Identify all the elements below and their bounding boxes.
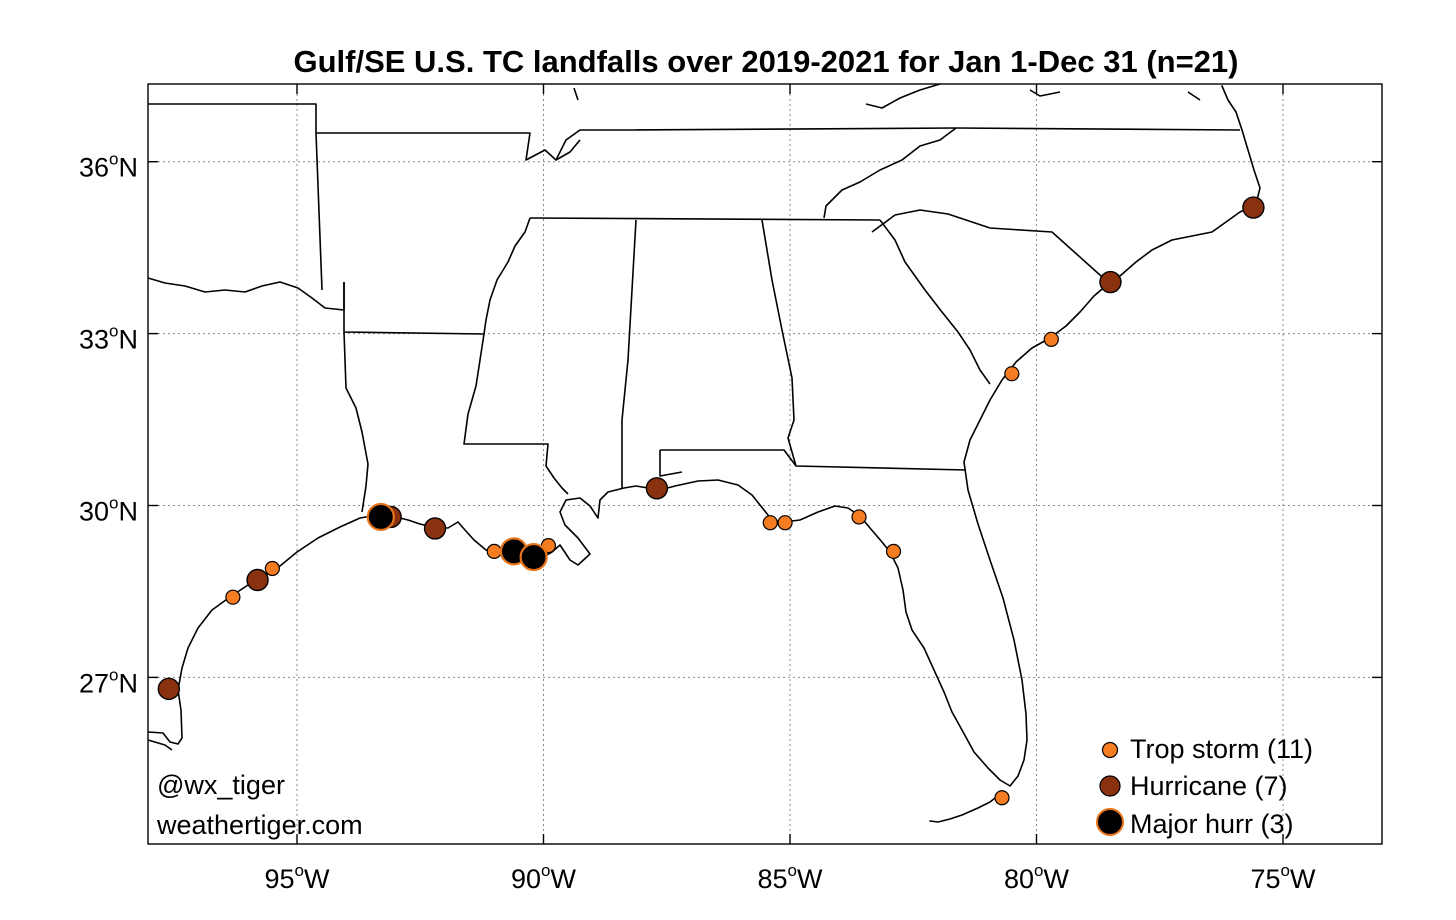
- landfall-point-hurricane-11: [645, 477, 669, 500]
- border-va-nc: [823, 127, 957, 219]
- lon-label-80: 80oW: [1004, 861, 1070, 894]
- credit-website: weathertiger.com: [156, 810, 363, 840]
- legend-marker-hurricane: [1099, 775, 1121, 797]
- map-title: Gulf/SE U.S. TC landfalls over 2019-2021…: [293, 44, 1238, 79]
- border-al-fl: [659, 449, 967, 477]
- landfall-point-major-hurricane-9: [519, 542, 548, 572]
- landfall-point-hurricane-20: [1242, 196, 1265, 219]
- border-tx-la: [343, 282, 485, 513]
- landfall-point-major-hurricane-4: [366, 502, 395, 532]
- latitude-labels: 36oN 33oN 30oN 27oN: [79, 150, 138, 699]
- coastline: [147, 85, 1261, 787]
- landfall-point-tropical-storm-3: [264, 560, 280, 577]
- landfall-point-tropical-storm-7: [486, 543, 502, 559]
- landfall-point-hurricane-2: [246, 568, 269, 592]
- landfall-point-hurricane-19: [1099, 270, 1122, 294]
- lat-label-27: 27oN: [79, 665, 138, 698]
- border-ks-ok: [316, 127, 1241, 161]
- tick-marks: [148, 84, 1382, 844]
- lon-label-85: 85oW: [758, 861, 824, 894]
- credit-handle: @wx_tiger: [157, 770, 285, 800]
- map-frame: [147, 83, 1383, 845]
- lon-label-95: 95oW: [265, 861, 331, 894]
- landfall-point-tropical-storm-14: [851, 509, 867, 525]
- legend-label-major-hurricane: Major hurr (3): [1130, 809, 1294, 839]
- lat-label-33: 33oN: [79, 322, 138, 355]
- landfall-point-tropical-storm-13: [777, 515, 793, 531]
- border-nc-sc: [871, 209, 1111, 285]
- border-tx-mexico: [147, 739, 173, 751]
- landfall-point-tropical-storm-16: [994, 790, 1010, 806]
- landfall-point-tropical-storm-17: [1004, 366, 1020, 382]
- landfall-point-tropical-storm-15: [885, 543, 902, 559]
- legend-marker-tropical-storm: [1101, 741, 1119, 759]
- landfall-point-hurricane-0: [157, 677, 181, 701]
- longitude-labels: 95oW 90oW 85oW 80oW 75oW: [265, 861, 1317, 894]
- border-tx-panhandle: [148, 103, 323, 291]
- legend-label-hurricane: Hurricane (7): [1130, 771, 1288, 801]
- geography: [147, 83, 1261, 823]
- landfall-point-hurricane-6: [423, 517, 447, 540]
- border-ky-tn: [555, 139, 581, 161]
- legend-label-tropical-storm: Trop storm (11): [1130, 734, 1313, 764]
- landfall-point-tropical-storm-1: [225, 589, 241, 605]
- florida-keys: [929, 793, 1001, 823]
- gridlines: [148, 84, 1382, 844]
- border-northern: [573, 83, 1201, 109]
- border-ok-tx: [147, 277, 345, 311]
- legend: Trop storm (11) Hurricane (7) Major hurr…: [1096, 734, 1313, 839]
- landfall-point-tropical-storm-12: [762, 515, 778, 531]
- lon-label-90: 90oW: [511, 861, 577, 894]
- border-mississippi-river: [463, 217, 569, 495]
- lon-label-75: 75oW: [1251, 861, 1317, 894]
- border-ms-al: [621, 219, 637, 488]
- border-ga-sc: [879, 219, 991, 385]
- landfall-points: [157, 196, 1265, 806]
- landfall-point-tropical-storm-18: [1043, 331, 1059, 347]
- lat-label-30: 30oN: [79, 494, 138, 527]
- legend-marker-major-hurricane: [1096, 808, 1124, 836]
- border-tn-south: [529, 217, 881, 221]
- border-al-ga: [761, 219, 797, 467]
- lat-label-36: 36oN: [79, 150, 138, 183]
